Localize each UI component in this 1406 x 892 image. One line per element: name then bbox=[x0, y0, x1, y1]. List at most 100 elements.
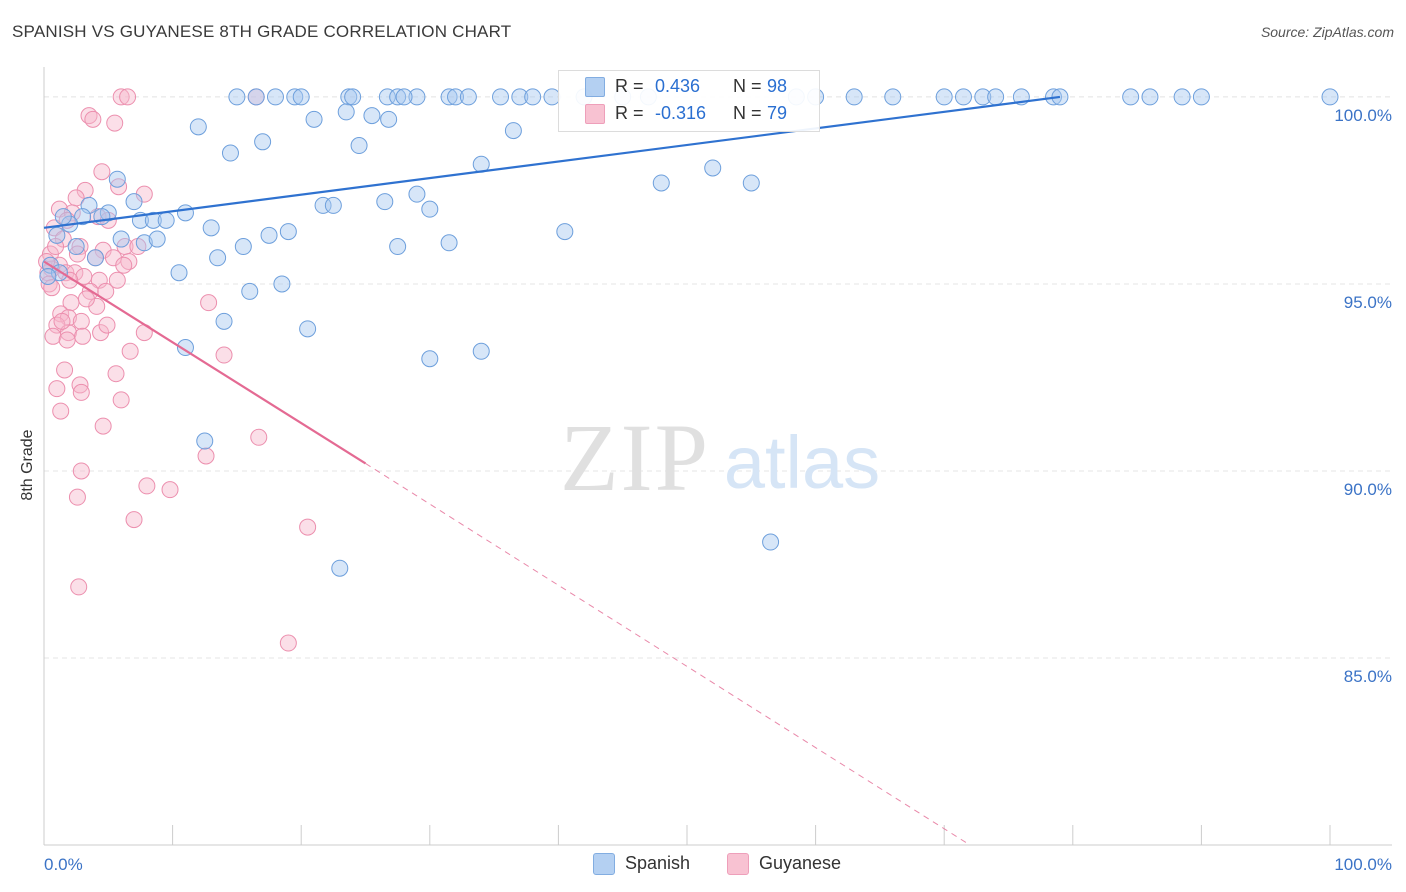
point-spanish bbox=[742, 174, 760, 192]
trend-lines bbox=[43, 95, 1061, 846]
x-tick-label: 100.0% bbox=[1334, 855, 1392, 874]
point-spanish bbox=[1173, 88, 1191, 106]
point-spanish bbox=[380, 110, 398, 128]
point-guyanese bbox=[215, 346, 233, 364]
point-spanish bbox=[157, 211, 175, 229]
point-guyanese bbox=[121, 342, 139, 360]
point-spanish bbox=[93, 208, 111, 226]
point-spanish bbox=[376, 193, 394, 211]
point-spanish bbox=[266, 88, 284, 106]
trend-line-guyanese-extension bbox=[365, 463, 971, 846]
point-spanish bbox=[273, 275, 291, 293]
point-spanish bbox=[74, 208, 92, 226]
point-spanish bbox=[247, 88, 265, 106]
point-guyanese bbox=[161, 481, 179, 499]
point-guyanese bbox=[44, 327, 62, 345]
point-guyanese bbox=[200, 294, 218, 312]
point-spanish bbox=[286, 88, 304, 106]
point-spanish bbox=[504, 122, 522, 140]
point-guyanese bbox=[52, 402, 70, 420]
point-guyanese bbox=[77, 290, 95, 308]
point-spanish bbox=[1141, 88, 1159, 106]
point-spanish bbox=[344, 88, 362, 106]
point-spanish bbox=[144, 211, 162, 229]
point-spanish bbox=[86, 249, 104, 267]
chart-title: SPANISH VS GUYANESE 8TH GRADE CORRELATIO… bbox=[12, 22, 512, 41]
watermark-atlas: atlas bbox=[724, 421, 880, 504]
point-spanish bbox=[299, 320, 317, 338]
legend-swatch-spanish bbox=[585, 77, 605, 97]
point-guyanese bbox=[279, 634, 297, 652]
point-spanish bbox=[704, 159, 722, 177]
point-guyanese bbox=[74, 327, 92, 345]
point-spanish bbox=[1122, 88, 1140, 106]
point-spanish bbox=[954, 88, 972, 106]
point-guyanese bbox=[115, 256, 133, 274]
source-label: Source: ZipAtlas.com bbox=[1260, 24, 1394, 40]
watermark: ZIP atlas bbox=[560, 404, 880, 511]
point-spanish bbox=[170, 264, 188, 282]
point-spanish bbox=[324, 196, 342, 214]
point-spanish bbox=[524, 88, 542, 106]
y-tick-label: 100.0% bbox=[1334, 106, 1392, 125]
legend-label-spanish: Spanish bbox=[625, 853, 691, 873]
y-axis-label-wrap: 8th Grade bbox=[16, 429, 40, 500]
point-spanish bbox=[363, 107, 381, 125]
point-guyanese bbox=[58, 331, 76, 349]
point-guyanese bbox=[112, 391, 130, 409]
point-spanish bbox=[279, 223, 297, 241]
point-spanish bbox=[389, 238, 407, 256]
point-spanish bbox=[652, 174, 670, 192]
point-guyanese bbox=[72, 462, 90, 480]
point-spanish bbox=[472, 342, 490, 360]
y-tick-label: 90.0% bbox=[1344, 480, 1392, 499]
grid bbox=[44, 96, 1392, 659]
point-spanish bbox=[556, 223, 574, 241]
y-axis-label: 8th Grade bbox=[19, 429, 36, 501]
point-guyanese bbox=[119, 88, 137, 106]
point-guyanese bbox=[98, 316, 116, 334]
point-spanish bbox=[221, 144, 239, 162]
point-spanish bbox=[196, 432, 214, 450]
point-spanish bbox=[305, 110, 323, 128]
point-spanish bbox=[112, 230, 130, 248]
point-spanish bbox=[935, 88, 953, 106]
point-spanish bbox=[987, 88, 1005, 106]
watermark-zip: ZIP bbox=[560, 404, 710, 511]
legend-r-label: R = bbox=[615, 103, 644, 123]
point-spanish bbox=[135, 234, 153, 252]
point-spanish bbox=[762, 533, 780, 551]
point-guyanese bbox=[138, 477, 156, 495]
tick-labels: 100.0% 95.0% 90.0% 85.0% 0.0% 100.0% bbox=[44, 106, 1392, 874]
point-spanish bbox=[209, 249, 227, 267]
series-guyanese bbox=[38, 88, 317, 652]
point-spanish bbox=[421, 200, 439, 218]
point-spanish bbox=[254, 133, 272, 151]
point-guyanese bbox=[93, 163, 111, 181]
point-spanish bbox=[395, 88, 413, 106]
legend-n-label: N = bbox=[733, 103, 762, 123]
point-guyanese bbox=[125, 511, 143, 529]
point-spanish bbox=[511, 88, 529, 106]
axes bbox=[43, 67, 1392, 846]
point-guyanese bbox=[108, 271, 126, 289]
point-spanish bbox=[176, 204, 194, 222]
point-spanish bbox=[202, 219, 220, 237]
stats-legend: R = 0.436 N = 98 R = -0.316 N = 79 bbox=[558, 70, 820, 132]
point-spanish bbox=[241, 282, 259, 300]
point-spanish bbox=[48, 226, 66, 244]
point-spanish bbox=[331, 559, 349, 577]
point-spanish bbox=[314, 196, 332, 214]
point-guyanese bbox=[68, 488, 86, 506]
legend-swatch-guyanese bbox=[727, 853, 749, 875]
trend-line-guyanese bbox=[43, 260, 367, 465]
point-spanish bbox=[337, 103, 355, 121]
legend-n-label: N = bbox=[733, 76, 762, 96]
point-spanish bbox=[389, 88, 407, 106]
point-guyanese bbox=[197, 447, 215, 465]
point-guyanese bbox=[48, 380, 66, 398]
point-spanish bbox=[260, 226, 278, 244]
point-spanish bbox=[54, 208, 72, 226]
legend-r-label: R = bbox=[615, 76, 644, 96]
